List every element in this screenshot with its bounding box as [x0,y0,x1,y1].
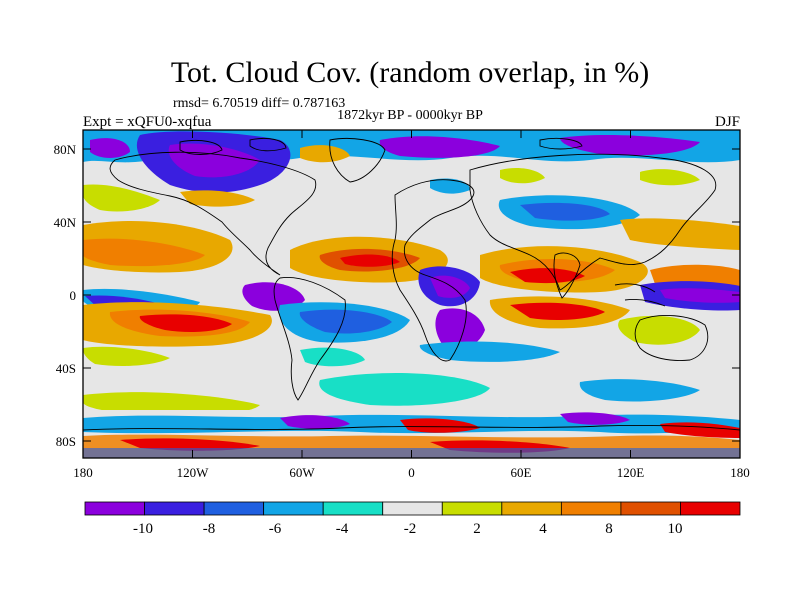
lat-tick-40n: 40N [54,215,77,230]
colorbar-label: -2 [404,521,417,537]
colorbar-swatch [441,501,503,516]
colorbar-swatch [680,501,741,516]
colorbar-swatch [84,501,145,516]
lat-tick-80n: 80N [54,142,77,157]
season-label: DJF [715,114,740,130]
colorbar-labels: -10 -8 -6 -4 -2 2 4 8 10 [133,521,683,537]
colorbar-swatch [263,501,324,516]
lon-tick-60e: 60E [511,465,532,480]
colorbar [84,501,741,516]
colorbar-label: -10 [133,521,153,537]
colorbar-label: -6 [269,521,282,537]
colorbar-swatch [203,501,265,516]
latitude-axis [83,148,740,442]
lon-tick-180e: 180 [730,465,750,480]
lon-tick-180w: 180 [73,465,93,480]
colorbar-label: 2 [473,521,481,537]
longitude-axis [82,130,741,458]
figure-title: Tot. Cloud Cov. (random overlap, in %) [171,56,649,89]
lon-tick-0: 0 [408,465,415,480]
lat-tick-40s: 40S [56,361,76,376]
colorbar-label: -8 [203,521,216,537]
coastlines [83,137,740,431]
colorbar-swatch [322,501,384,516]
lon-tick-120e: 120E [617,465,645,480]
colorbar-swatch [382,501,443,516]
lat-tick-0: 0 [70,288,77,303]
colorbar-swatch [620,501,681,516]
colorbar-label: -4 [336,521,349,537]
colorbar-label: 4 [539,521,547,537]
colorbar-label: 8 [605,521,613,537]
lon-tick-60w: 60W [289,465,315,480]
lon-tick-120w: 120W [177,465,210,480]
colorbar-swatch [501,501,562,516]
period-text: 1872kyr BP - 0000kyr BP [337,108,483,123]
lat-tick-80s: 80S [56,434,76,449]
experiment-label: Expt = xQFU0-xqfua [83,114,212,130]
colorbar-label: 10 [668,521,683,537]
map-field [83,130,740,458]
stats-text: rmsd= 6.70519 diff= 0.787163 [173,96,345,111]
colorbar-swatch [144,501,205,516]
colorbar-swatch [560,501,622,516]
